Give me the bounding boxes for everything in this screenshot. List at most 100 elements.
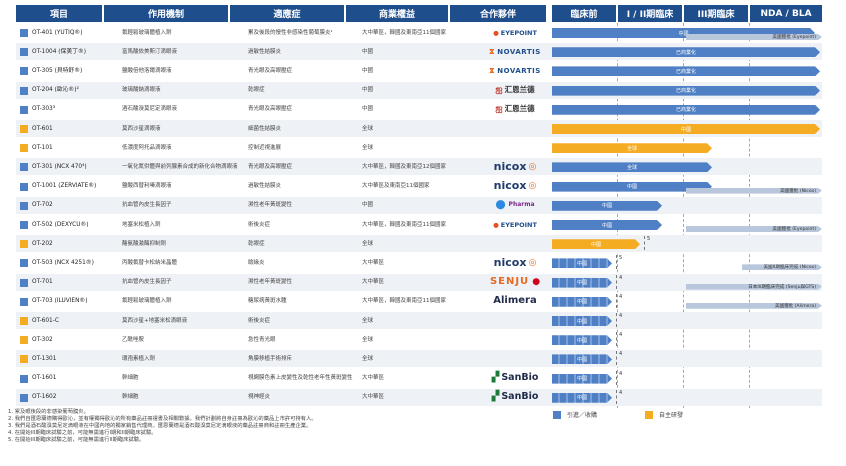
pipeline-progress-bar: 已商業化 [552, 105, 820, 115]
indication: 青光眼及高眼壓症 [248, 163, 293, 170]
indication: 過敏性結膜炎 [248, 48, 282, 55]
mechanism: 莫西沙星滴眼液 [122, 125, 161, 132]
commercial-rights: 中國 [362, 48, 374, 55]
commercial-rights: 全球 [362, 317, 374, 324]
footnote-marker: 4 [616, 370, 622, 385]
mechanism: 酒石酸溴莫尼定滴眼液 [122, 106, 178, 113]
commercial-rights: 全球 [362, 125, 374, 132]
project-code: OT-701 [32, 279, 53, 286]
mechanism: 玻璃酸鈉滴眼液 [122, 87, 161, 94]
mechanism: 丙酸氟替卡松納米晶體 [122, 259, 178, 266]
bar-label: 中國 [678, 30, 689, 37]
overseas-status-label: 日本III期臨床完成 (Senju與GTS) [748, 284, 816, 290]
partner-name: Pharma [508, 201, 535, 209]
category-marker [20, 278, 28, 287]
footnote-marker: 4 [616, 313, 622, 327]
partner-name: SanBio [501, 391, 539, 403]
category-marker [20, 29, 28, 37]
mechanism: 幹細胞 [122, 375, 139, 382]
commercial-rights: 大中華區，韓國及東南亞11個國家 [362, 29, 446, 36]
indication: 乾眼症 [248, 240, 265, 247]
legend-swatch-orange [645, 410, 653, 419]
footnote: 5. 在開始III期臨床試驗之前，可能無需進行II期臨床試驗。 [8, 437, 145, 443]
indication: 角膜移植手術排斥 [248, 355, 293, 362]
overseas-status-label: 美國獲批 (Eyepoint) [772, 35, 816, 40]
project-code: OT-1601 [32, 375, 57, 382]
pipeline-progress-bar: 已商業化 [552, 66, 820, 76]
overseas-status-bar: 日本III期臨床完成 (Senju與GTS) [686, 284, 822, 290]
bar-label: 中國 [590, 241, 601, 248]
overseas-status-label: 美國II期臨床完成 (Nicox) [763, 265, 816, 271]
project-code: OT-401 (YUTIQ®) [32, 29, 83, 36]
header-phase-1-2: I / II期臨床 [618, 5, 682, 22]
category-marker [20, 240, 28, 249]
category-marker [20, 355, 28, 364]
partner-name: NOVARTIS [497, 66, 541, 75]
partner-logo: ▞ SanBio [491, 391, 539, 403]
mechanism: 氟輕鬆玻璃體植入劑 [122, 29, 172, 36]
category-marker [20, 125, 28, 133]
indication: 乾眼症 [248, 87, 265, 94]
mechanism: 乙酰唑胺 [122, 336, 145, 343]
overseas-status-label: 美國獲批 (Eyepoint) [772, 227, 816, 232]
table-row: OT-301 (NCX 470⁴) 一氧化氮供體與前列腺素合成的新化合物滴眼液 青光… [16, 158, 822, 176]
bar-label: 中國 [601, 222, 612, 229]
footnote: 3. 我們是酒石酸溴莫尼定滴眼液在中國內地的獨家銷售代理商。匯恩蘭德是酒石酸溴莫… [8, 423, 312, 429]
project-code: OT-702 [32, 202, 53, 209]
indication: 累及後段的慢性非感染性葡萄膜炎¹ [248, 29, 333, 36]
header-mechanism: 作用機制 [104, 5, 228, 22]
mechanism: 抗血管內皮生長因子 [122, 279, 172, 286]
footnote-marker: 5 [616, 255, 622, 270]
pipeline-progress-bar: 中國 [552, 124, 820, 134]
table-row: OT-503 (NCX 4251®) 丙酸氟替卡松納米晶體 瞼緣炎 大中華區 nicox… [16, 254, 822, 271]
footnote: 2. 我們自匯恩蘭德購得歐沁，並有權獨得歐沁的所有藥品註冊證書及相關數據。我們計… [8, 416, 317, 422]
table-row: OT-601-C 莫西沙星+地塞米松滴眼液 術後炎症 全球 中國 4 [16, 312, 822, 329]
pipeline-progress-bar: 已商業化 [552, 47, 820, 57]
mechanism: 抗血管內皮生長因子 [122, 202, 172, 209]
commercial-rights: 大中華區 [362, 259, 385, 266]
footnote-marker: 4 [616, 293, 622, 308]
header-nda-bla: NDA / BLA [750, 5, 822, 22]
pipeline-progress-bar: 中國 [552, 28, 815, 38]
indication: 細菌性結膜炎 [248, 125, 282, 132]
footnote-marker: 5 [644, 236, 650, 251]
mechanism: 鹽酸西替利嗪滴眼液 [122, 183, 172, 190]
table-row: OT-401 (YUTIQ®) 氟輕鬆玻璃體植入劑 累及後段的慢性非感染性葡萄膜炎¹… [16, 24, 822, 41]
category-marker [20, 201, 28, 210]
project-code: OT-202 [32, 240, 53, 247]
bar-label: 全球 [626, 145, 637, 152]
pipeline-progress-bar: 中國 [552, 316, 612, 326]
category-marker [20, 67, 28, 76]
mechanism: 氟輕鬆玻璃體植入劑 [122, 298, 172, 305]
commercial-rights: 中國 [362, 106, 374, 113]
indication: 濕性老年黃斑變性 [248, 279, 293, 286]
footnote: 4. 在開始III期臨床試驗之前，可能無需進行I期和II期臨床試驗。 [8, 430, 157, 436]
project-code: OT-305 (貝特舒®) [32, 67, 83, 74]
pipeline-progress-bar: 中國 [552, 393, 612, 403]
project-code: OT-503 (NCX 4251®) [32, 259, 94, 266]
overseas-status-bar: 美國獲批 (Alimera) [686, 303, 822, 309]
bar-label: 已商業化 [675, 88, 696, 95]
bar-label: 中國 [576, 260, 587, 267]
partner-logo: nicox ◎ [493, 179, 537, 193]
bar-label: 中國 [576, 356, 587, 363]
table-row: OT-303³ 酒石酸溴莫尼定滴眼液 青光眼及高眼壓症 中國 ஐ 汇恩兰德 已商業化 [16, 101, 822, 118]
commercial-rights: 全球 [362, 144, 374, 151]
divider-line [749, 23, 750, 408]
table-row: OT-1001 (ZERVIATE®) 鹽酸西替利嗪滴眼液 過敏性結膜炎 大中華區及東… [16, 178, 822, 195]
legend-inhouse: 自主研發 [645, 410, 683, 419]
partner-name: SENJU [489, 276, 530, 288]
partner-logo: ⬤ Pharma [495, 200, 535, 211]
commercial-rights: 全球 [362, 240, 374, 247]
project-code: OT-101 [32, 144, 53, 151]
partner-logo: ● EYEPOINT [493, 220, 537, 229]
header-project: 項目 [16, 5, 102, 22]
indication: 術後炎症 [248, 317, 271, 324]
footnote: 1. 累及眼後段的非感染葡萄膜炎。 [8, 409, 89, 415]
partner-logo: ▞ SanBio [491, 372, 539, 384]
category-marker [20, 374, 28, 383]
table-row: OT-204 (歐沁®)² 玻璃酸鈉滴眼液 乾眼症 中國 ஐ 汇恩兰德 已商業化 [16, 81, 822, 99]
category-marker [20, 105, 28, 114]
table-row: OT-601 莫西沙星滴眼液 細菌性結膜炎 全球 中國 [16, 120, 822, 137]
table-row: OT-702 抗血管內皮生長因子 濕性老年黃斑變性 中國 ⬤ Pharma 中國 [16, 196, 822, 214]
